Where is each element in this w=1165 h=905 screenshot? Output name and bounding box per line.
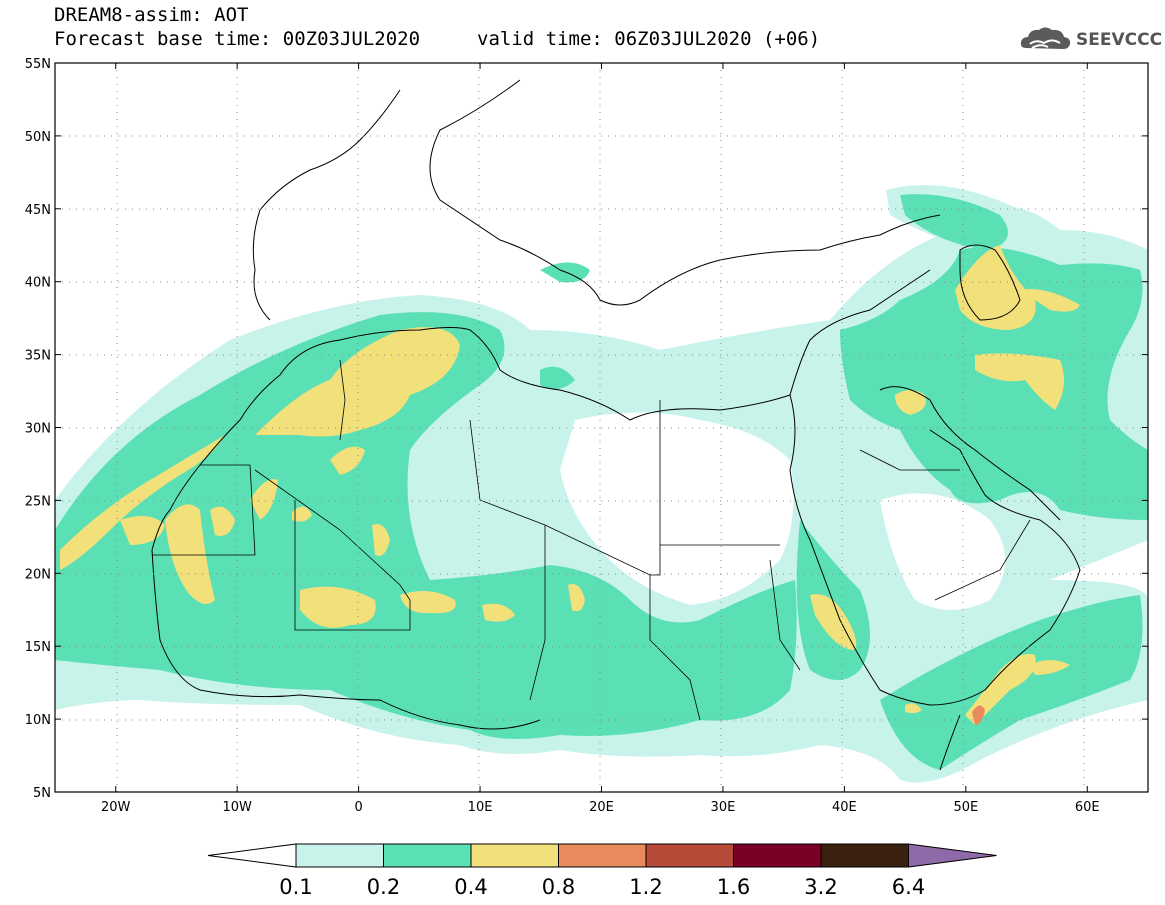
lat-tick-label: 15N <box>25 640 51 655</box>
lat-tick-label: 25N <box>25 494 51 509</box>
valid-time: valid time: 06Z03JUL2020 (+06) <box>477 28 821 50</box>
aot-zone-0-8 <box>972 705 985 725</box>
lon-tick-label: 50E <box>953 800 978 815</box>
lat-tick-label: 50N <box>25 130 51 145</box>
lon-tick-label: 60E <box>1075 800 1100 815</box>
colorbar-label: 1.6 <box>717 875 750 899</box>
colorbar-box <box>295 843 384 868</box>
graticule <box>55 63 1148 792</box>
latitude-labels: 55N 50N 45N 40N 35N 30N 25N 20N 15N 10N 5N <box>25 57 51 801</box>
lon-tick-label: 20W <box>101 800 131 815</box>
lat-tick-label: 30N <box>25 422 51 437</box>
longitude-labels: 20W 10W 0 10E 20E 30E 40E 50E 60E <box>101 800 1100 815</box>
lat-tick-label: 10N <box>25 713 51 728</box>
lat-tick-label: 55N <box>25 57 51 72</box>
lon-tick-label: 10E <box>468 800 493 815</box>
map-title: DREAM8-assim: AOT <box>54 4 249 26</box>
forecast-base-time: Forecast base time: 00Z03JUL2020 <box>54 28 421 50</box>
lon-tick-label: 40E <box>832 800 857 815</box>
colorbar-box <box>820 843 909 868</box>
lon-tick-label: 10W <box>222 800 252 815</box>
colorbar-box <box>383 843 472 868</box>
lat-tick-label: 20N <box>25 567 51 582</box>
colorbar-label: 0.8 <box>542 875 575 899</box>
colorbar-label: 3.2 <box>804 875 837 899</box>
lon-tick-label: 0 <box>354 800 362 815</box>
lat-tick-label: 5N <box>33 786 51 801</box>
colorbar-label: 6.4 <box>892 875 925 899</box>
lon-tick-label: 20E <box>589 800 614 815</box>
seevccc-logo: SEEVCCC <box>1018 24 1162 54</box>
lat-tick-label: 45N <box>25 203 51 218</box>
cloud-icon <box>1020 27 1071 49</box>
country-borders <box>152 359 1031 721</box>
coastlines <box>151 79 1081 771</box>
colorbar-label: 0.4 <box>454 875 487 899</box>
colorbar-label: 0.2 <box>367 875 400 899</box>
lon-tick-label: 30E <box>711 800 736 815</box>
colorbar-right-arrow <box>908 843 997 868</box>
colorbar-label: 1.2 <box>629 875 662 899</box>
colorbar-box <box>470 843 559 868</box>
colorbar-box <box>645 843 734 868</box>
colorbar-left-arrow <box>207 843 297 868</box>
colorbar-box <box>733 843 822 868</box>
clear-areas <box>560 412 1005 610</box>
lat-tick-label: 40N <box>25 276 51 291</box>
lat-tick-label: 35N <box>25 349 51 364</box>
colorbar-box <box>558 843 647 868</box>
tick-marks <box>55 62 1148 793</box>
logo-text: SEEVCCC <box>1076 30 1163 50</box>
colorbar-label: 0.1 <box>279 875 312 899</box>
aot-zone-0-4 <box>60 245 1080 725</box>
